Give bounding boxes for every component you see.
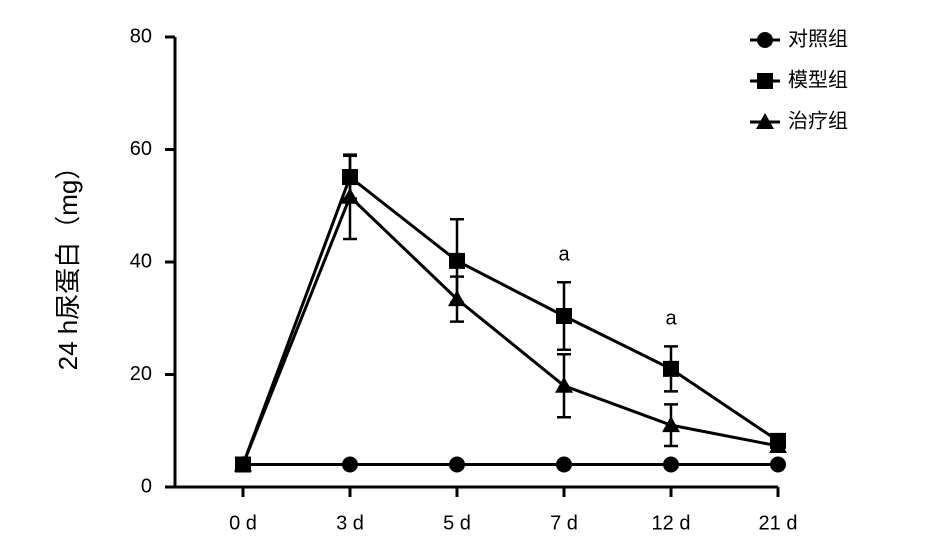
x-tick-label: 7 d — [550, 512, 578, 534]
data-point — [448, 290, 466, 307]
data-point — [342, 456, 358, 473]
x-tick-label: 0 d — [229, 512, 257, 534]
data-point — [663, 456, 679, 473]
data-point — [662, 416, 680, 433]
data-point — [341, 187, 359, 204]
y-tick-label: 80 — [130, 25, 152, 47]
data-point — [663, 360, 679, 377]
data-point — [770, 456, 786, 473]
legend-label: 对照组 — [788, 27, 848, 50]
legend-marker — [757, 32, 773, 48]
legend-marker — [757, 73, 773, 89]
data-point — [449, 252, 465, 269]
y-tick-label: 20 — [130, 363, 152, 385]
data-point — [556, 308, 572, 324]
y-tick-label: 60 — [130, 138, 152, 160]
y-tick-label: 40 — [130, 250, 152, 272]
series-line — [241, 194, 779, 466]
x-tick-label: 21 d — [759, 512, 798, 534]
annotation: a — [558, 244, 570, 266]
legend-marker — [756, 113, 774, 129]
data-point — [449, 456, 465, 473]
x-tick-label: 5 d — [443, 512, 471, 534]
annotation: a — [665, 308, 677, 330]
legend-label: 治疗组 — [788, 109, 848, 132]
x-tick-label: 12 d — [652, 512, 691, 534]
y-tick-label: 0 — [141, 475, 152, 497]
y-axis-label: 24 h尿蛋白（mg） — [53, 154, 83, 371]
x-tick-label: 3 d — [336, 512, 364, 534]
legend-label: 模型组 — [788, 68, 848, 91]
data-point — [556, 456, 572, 473]
data-point — [769, 436, 787, 453]
data-point — [234, 455, 252, 472]
data-point — [555, 376, 573, 393]
series-line — [241, 174, 779, 466]
